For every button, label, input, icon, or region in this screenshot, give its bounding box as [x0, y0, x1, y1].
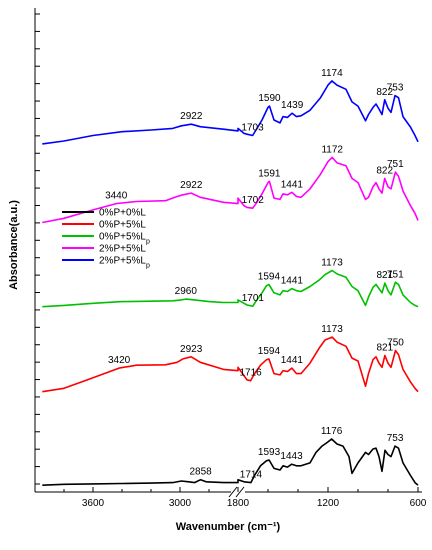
legend-entry-label: 2%P+5%Lp	[99, 256, 150, 270]
peak-label: 1716	[239, 368, 262, 379]
peak-label: 1176	[321, 426, 343, 437]
legend-entry-label: 0%P+5%Lp	[99, 232, 150, 246]
peak-label: 2858	[189, 467, 212, 478]
peak-label: 753	[387, 83, 404, 94]
peak-label: 821	[377, 270, 394, 281]
series-layer	[42, 80, 419, 486]
peak-label: 751	[387, 159, 404, 170]
peak-label: 3440	[105, 191, 128, 202]
plot-frame	[34, 8, 422, 498]
x-tick-label: 600	[410, 498, 427, 509]
peak-label: 822	[376, 87, 393, 98]
peak-label: 1441	[281, 179, 304, 190]
peak-label: 821	[377, 343, 394, 354]
peak-label: 750	[387, 338, 404, 349]
x-tick-label: 3000	[169, 498, 192, 509]
x-tick-label: 1200	[317, 498, 340, 509]
axis-break-marker	[228, 486, 245, 498]
peak-label: 1173	[321, 324, 343, 335]
legend-entry-label: 2%P+5%L	[99, 244, 146, 255]
peak-label: 1441	[281, 276, 304, 287]
peak-label: 2922	[180, 180, 203, 191]
peak-label: 3420	[108, 355, 131, 366]
x-axis-title: Wavenumber (cm⁻¹)	[176, 521, 281, 533]
peak-label: 1591	[258, 168, 281, 179]
peak-label: 1703	[241, 123, 264, 134]
peak-label: 1439	[281, 100, 304, 111]
legend-entry-label: 0%P+5%L	[99, 220, 146, 231]
peak-label: 2922	[180, 111, 203, 122]
peak-label: 1594	[258, 346, 281, 357]
peak-label: 1714	[240, 470, 263, 481]
series-line-3	[42, 156, 419, 224]
peak-label: 2960	[175, 286, 198, 297]
y-axis-title: Absorbance(a.u.)	[8, 200, 20, 290]
peak-label: 1441	[281, 355, 304, 366]
peak-label: 1174	[321, 68, 343, 79]
peak-label: 751	[387, 269, 404, 280]
legend-entry-label: 0%P+0%L	[99, 208, 146, 219]
series-line-2	[42, 269, 419, 308]
peak-labels: 2922170315901439117482275334402922170215…	[105, 68, 404, 481]
series-line-4	[42, 80, 419, 145]
peak-label: 1173	[321, 258, 343, 269]
peak-label: 1594	[258, 271, 281, 282]
peak-label: 1701	[242, 293, 265, 304]
peak-label: 753	[387, 433, 404, 444]
y-axis-ticks	[35, 13, 40, 485]
series-line-1	[42, 336, 419, 393]
peak-label: 822	[376, 165, 393, 176]
legend: 0%P+0%L0%P+5%L0%P+5%Lp2%P+5%L2%P+5%Lp	[62, 208, 150, 270]
peak-label: 2923	[180, 344, 203, 355]
peak-label: 1593	[258, 447, 281, 458]
x-axis-ticks: 3600 3000 1800 1200 600	[63, 487, 427, 509]
series-line-0	[42, 438, 419, 486]
peak-label: 1172	[321, 144, 343, 155]
peak-label: 1702	[242, 195, 265, 206]
peak-label: 1590	[258, 93, 281, 104]
x-tick-label: 1800	[227, 498, 250, 509]
x-tick-label: 3600	[82, 498, 105, 509]
peak-label: 1443	[280, 451, 303, 462]
